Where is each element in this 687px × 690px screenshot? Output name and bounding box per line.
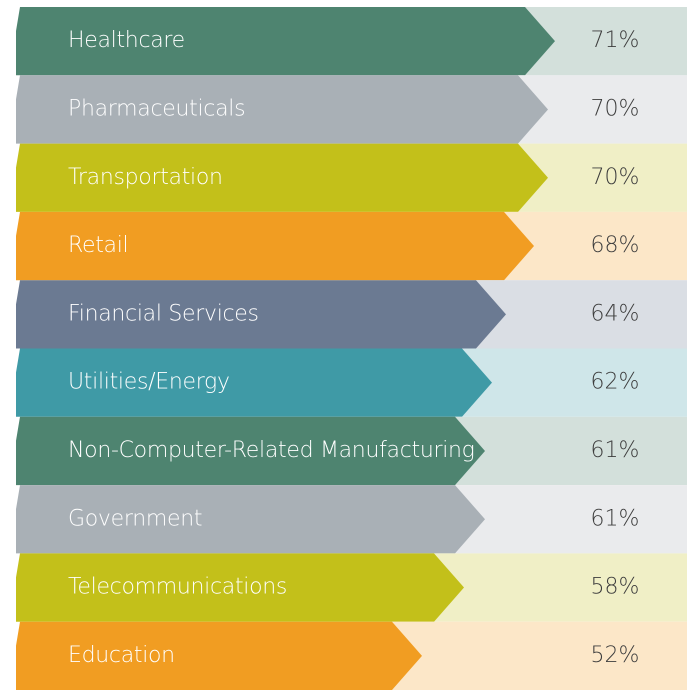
value-label: 58% bbox=[591, 575, 640, 600]
bar bbox=[16, 143, 548, 212]
value-background bbox=[504, 211, 687, 281]
value-label: 61% bbox=[591, 438, 640, 463]
category-label: Retail bbox=[68, 233, 128, 258]
value-background bbox=[476, 280, 687, 349]
bar bbox=[16, 211, 534, 281]
value-background bbox=[392, 621, 687, 690]
category-label: Non-Computer-Related Manufacturing bbox=[68, 438, 475, 463]
bar bbox=[16, 485, 485, 554]
value-background bbox=[455, 416, 687, 486]
value-background bbox=[462, 348, 687, 417]
bar bbox=[16, 75, 548, 144]
bar bbox=[16, 621, 422, 690]
bar bbox=[16, 7, 555, 76]
category-label: Financial Services bbox=[68, 301, 259, 326]
value-label: 62% bbox=[591, 370, 640, 395]
value-label: 52% bbox=[591, 643, 640, 668]
category-label: Utilities/Energy bbox=[68, 370, 230, 395]
value-label: 70% bbox=[591, 96, 640, 121]
bar bbox=[16, 348, 492, 417]
value-background bbox=[455, 485, 687, 554]
bar bbox=[16, 553, 464, 622]
value-label: 68% bbox=[591, 233, 640, 258]
category-label: Pharmaceuticals bbox=[68, 96, 245, 121]
value-background bbox=[434, 553, 687, 622]
value-label: 64% bbox=[591, 301, 640, 326]
value-label: 70% bbox=[591, 165, 640, 190]
category-label: Transportation bbox=[68, 165, 223, 190]
bar bbox=[16, 416, 485, 486]
category-label: Telecommunications bbox=[68, 575, 287, 600]
value-label: 61% bbox=[591, 506, 640, 531]
category-label: Education bbox=[68, 643, 175, 668]
bar bbox=[16, 280, 506, 349]
value-label: 71% bbox=[591, 28, 640, 53]
category-label: Government bbox=[68, 506, 202, 531]
category-label: Healthcare bbox=[68, 28, 185, 53]
